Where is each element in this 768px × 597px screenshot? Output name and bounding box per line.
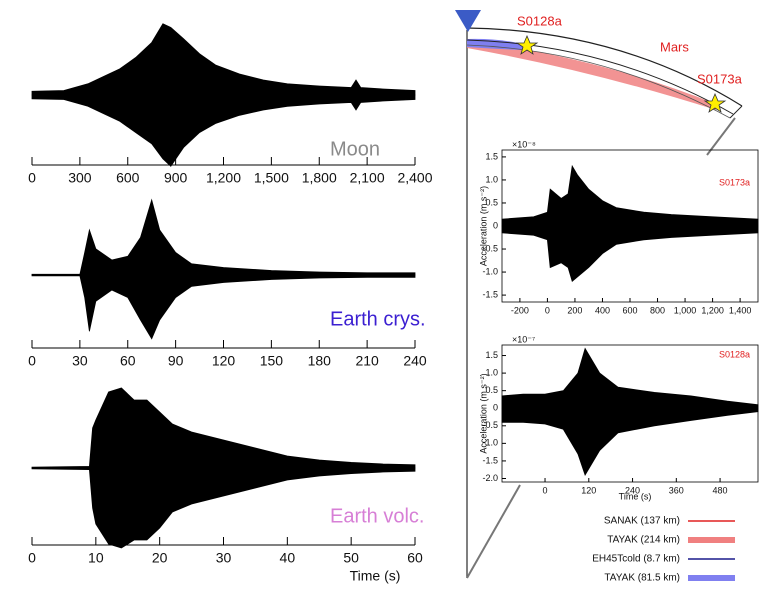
x-tick-label: 30 bbox=[72, 353, 88, 369]
y-axis-label: Acceleration (m s⁻²) bbox=[478, 373, 488, 453]
trace-label: Earth volc. bbox=[330, 505, 424, 527]
legend-label: TAYAK (214 km) bbox=[607, 535, 680, 546]
trace-label: S0173a bbox=[719, 177, 750, 187]
crust bbox=[466, 39, 734, 115]
y-multiplier: ×10⁻⁸ bbox=[512, 139, 536, 149]
waveform-envelope bbox=[31, 198, 416, 276]
x-tick-label: 200 bbox=[567, 305, 582, 315]
x-tick-label: 150 bbox=[260, 353, 284, 369]
x-tick-label: 360 bbox=[669, 485, 684, 495]
y-tick-label: -1.0 bbox=[482, 266, 498, 276]
x-tick-label: 1,500 bbox=[254, 170, 289, 186]
x-tick-label: 60 bbox=[120, 353, 136, 369]
x-tick-label: 2,400 bbox=[397, 170, 432, 186]
x-tick-label: 240 bbox=[625, 485, 640, 495]
legend-label: SANAK (137 km) bbox=[604, 516, 680, 527]
x-tick-label: 1,800 bbox=[302, 170, 337, 186]
x-tick-label: 2,100 bbox=[350, 170, 385, 186]
x-tick-label: 180 bbox=[308, 353, 332, 369]
planet-label: Mars bbox=[660, 39, 689, 54]
waveform-envelope bbox=[31, 387, 416, 469]
x-tick-label: 240 bbox=[403, 353, 427, 369]
zoom-line bbox=[466, 484, 521, 579]
x-tick-label: 0 bbox=[545, 305, 550, 315]
edge bbox=[729, 105, 743, 119]
x-tick-label: 0 bbox=[28, 170, 36, 186]
x-tick-label: 0 bbox=[28, 550, 36, 566]
legend-label: EH45Tcold (8.7 km) bbox=[592, 554, 680, 565]
x-tick-label: 30 bbox=[216, 550, 232, 566]
surface bbox=[466, 27, 743, 107]
waveform-envelope bbox=[31, 94, 416, 167]
trace-label: S0128a bbox=[719, 349, 750, 359]
x-tick-label: 600 bbox=[622, 305, 637, 315]
x-tick-label: 90 bbox=[168, 353, 184, 369]
trace-label: Moon bbox=[330, 138, 380, 160]
waveform-envelope bbox=[31, 274, 416, 340]
trace-label: Earth crys. bbox=[330, 308, 426, 330]
x-tick-label: 1,200 bbox=[206, 170, 241, 186]
x-tick-label: 0 bbox=[28, 353, 36, 369]
y-tick-label: -1.5 bbox=[482, 455, 498, 465]
y-tick-label: -1.0 bbox=[482, 438, 498, 448]
y-tick-label: 0 bbox=[493, 220, 498, 230]
y-tick-label: 0 bbox=[493, 403, 498, 413]
y-axis-label: Acceleration (m s⁻²) bbox=[478, 186, 488, 266]
x-tick-label: 1,000 bbox=[674, 305, 697, 315]
waveform-envelope bbox=[31, 23, 416, 96]
x-tick-label: 0 bbox=[543, 485, 548, 495]
event-label: S0173a bbox=[697, 71, 743, 86]
x-tick-label: 480 bbox=[713, 485, 728, 495]
x-tick-label: 10 bbox=[88, 550, 104, 566]
y-tick-label: 1.0 bbox=[485, 367, 498, 377]
ray-path-far bbox=[467, 40, 716, 110]
star-near bbox=[515, 34, 539, 55]
y-tick-label: 1.0 bbox=[485, 174, 498, 184]
waveform-envelope bbox=[31, 467, 416, 549]
x-axis-label: Time (s) bbox=[619, 491, 652, 501]
y-tick-label: 0.5 bbox=[485, 197, 498, 207]
x-tick-label: 20 bbox=[152, 550, 168, 566]
x-tick-label: 50 bbox=[343, 550, 359, 566]
x-tick-label: 800 bbox=[650, 305, 665, 315]
y-tick-label: -2.0 bbox=[482, 473, 498, 483]
zoom-line bbox=[706, 117, 736, 156]
x-tick-label: 60 bbox=[407, 550, 423, 566]
mars-diagram: S0128a Mars S0173a bbox=[455, 10, 743, 579]
plot-frame bbox=[501, 344, 759, 483]
x-tick-label: 1,400 bbox=[729, 305, 752, 315]
y-tick-label: 0.5 bbox=[485, 385, 498, 395]
crust-inner bbox=[466, 44, 731, 119]
y-tick-label: 1.5 bbox=[485, 151, 498, 161]
x-axis-label: Time (s) bbox=[350, 568, 401, 584]
x-tick-label: 400 bbox=[595, 305, 610, 315]
x-tick-label: 900 bbox=[164, 170, 188, 186]
y-tick-label: -0.5 bbox=[482, 420, 498, 430]
x-tick-label: 120 bbox=[581, 485, 596, 495]
ray-path-near bbox=[467, 38, 527, 50]
waveform-envelope bbox=[501, 407, 759, 476]
x-tick-label: 40 bbox=[280, 550, 296, 566]
y-tick-label: -1.5 bbox=[482, 289, 498, 299]
x-tick-label: 300 bbox=[68, 170, 92, 186]
x-tick-label: 600 bbox=[116, 170, 140, 186]
station bbox=[455, 10, 481, 32]
star-far bbox=[703, 92, 727, 113]
x-tick-label: -200 bbox=[511, 305, 529, 315]
x-tick-label: 120 bbox=[212, 353, 236, 369]
y-tick-label: -0.5 bbox=[482, 243, 498, 253]
x-tick-label: 210 bbox=[355, 353, 379, 369]
y-multiplier: ×10⁻⁷ bbox=[512, 334, 535, 344]
waveform-envelope bbox=[501, 164, 759, 227]
y-tick-label: 1.5 bbox=[485, 350, 498, 360]
x-tick-label: 1,200 bbox=[701, 305, 724, 315]
legend-label: TAYAK (81.5 km) bbox=[604, 573, 680, 584]
waveform-envelope bbox=[501, 225, 759, 282]
event-label: S0128a bbox=[517, 13, 563, 28]
